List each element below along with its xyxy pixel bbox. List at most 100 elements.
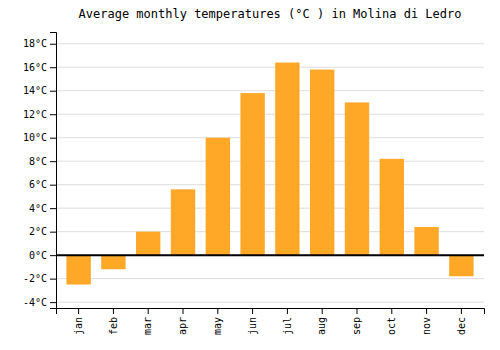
y-tick: 8°C [29,156,56,167]
grid-line [56,67,484,68]
x-tick-label: may [212,317,223,335]
x-tick-mark [217,308,218,314]
x-tick: feb [108,308,119,335]
y-tick-label: 18°C [23,38,47,49]
x-tick: dec [456,308,467,335]
y-tick-label: 8°C [29,156,47,167]
y-tick-label: 0°C [29,250,47,261]
bar [136,232,160,255]
x-tick: nov [421,308,432,335]
y-tick: 2°C [29,226,56,237]
x-tick-label: feb [108,317,119,335]
plot: -4°C -2°C 0°C 2°C 4°C 6°C 8°C 10°C 12°C 14°C 16°C 1… [23,33,485,336]
grid-line [56,114,484,115]
x-tick-mark [356,308,357,314]
x-tick: mar [142,308,153,335]
y-tick-label: 6°C [29,179,47,190]
x-tick-label: jun [247,317,258,335]
x-tick-mark [252,308,253,314]
y-tick-mark [50,208,56,209]
y-tick: 14°C [23,85,56,96]
y-tick: 16°C [23,62,56,73]
bar [275,63,299,256]
bar [206,138,230,255]
grid-line [56,161,484,162]
y-tick: 12°C [23,109,56,120]
bar [345,102,369,255]
x-axis-line [57,309,485,315]
grid-line [56,302,484,303]
y-tick-label: -4°C [23,297,47,308]
x-tick-label: sep [351,317,362,335]
x-tick-label: nov [421,317,432,335]
x-tick: jul [282,308,293,335]
grid-line [56,90,484,91]
y-axis-line [50,33,57,309]
y-axis: -4°C -2°C 0°C 2°C 4°C 6°C 8°C 10°C 12°C 14°C 16°C 1… [23,33,57,309]
x-tick: sep [351,308,362,335]
grid-line [56,255,484,256]
y-tick: 18°C [23,38,56,49]
y-tick-mark [50,185,56,186]
y-tick-label: 4°C [29,203,47,214]
grid-line [56,184,484,185]
y-tick: -2°C [23,273,56,284]
x-tick-label: aug [316,317,327,335]
y-tick-mark [50,302,56,303]
zero-line [56,254,484,256]
y-tick-label: 12°C [23,109,47,120]
y-tick: 0°C [29,250,56,261]
y-tick-mark [50,91,56,92]
x-tick-label: mar [142,317,153,335]
y-tick-mark [50,161,56,162]
grid-line [56,137,484,138]
x-tick-mark [287,308,288,314]
x-tick: oct [386,308,397,335]
y-tick-label: 16°C [23,62,47,73]
bar [101,255,125,269]
x-tick-mark [78,308,79,314]
y-tick-mark [50,279,56,280]
x-tick: may [212,308,223,335]
x-tick-mark [391,308,392,314]
bar [414,227,438,255]
y-tick: 4°C [29,203,56,214]
x-tick-label: jul [282,317,293,335]
y-tick-mark [50,114,56,115]
x-tick-label: oct [386,317,397,335]
x-tick: aug [316,308,327,335]
grid-line [56,278,484,279]
x-tick-mark [183,308,184,314]
y-tick-label: 2°C [29,226,47,237]
y-tick-mark [50,232,56,233]
x-tick: apr [177,308,188,335]
x-tick-mark [113,308,114,314]
bar [240,93,264,255]
x-tick-mark [322,308,323,314]
x-tick-mark [426,308,427,314]
x-tick-label: dec [456,317,467,335]
x-tick-mark [461,308,462,314]
x-tick-mark [148,308,149,314]
x-axis: jan feb mar apr may jun jul aug sep oct nov dec [57,308,485,335]
bars [66,63,473,285]
y-tick: 10°C [23,132,56,143]
y-tick-label: 14°C [23,85,47,96]
y-tick-label: -2°C [23,273,47,284]
grid-line [56,43,484,44]
grid-line [56,208,484,209]
y-tick-mark [50,255,56,256]
bar [449,255,473,276]
y-tick: 6°C [29,179,56,190]
x-tick-label: jan [73,317,84,335]
x-tick: jun [247,308,258,335]
bar [171,189,195,255]
x-tick: jan [73,308,84,335]
y-tick-label: 10°C [23,132,47,143]
grid [56,44,484,302]
bar [310,70,334,256]
bar [380,159,404,255]
bar [66,255,90,284]
y-tick-mark [50,44,56,45]
chart: -4°C -2°C 0°C 2°C 4°C 6°C 8°C 10°C 12°C 14°C 16°C 1… [0,0,500,350]
